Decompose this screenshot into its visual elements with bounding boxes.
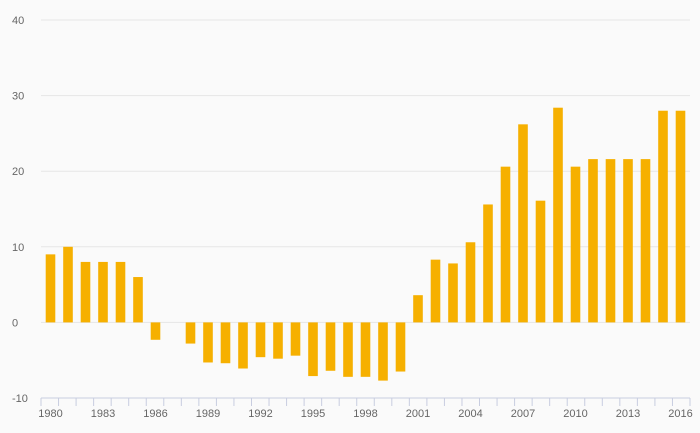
bar-1984 [115,261,126,323]
x-tick-label: 1986 [143,408,167,420]
bar-1981 [63,246,73,323]
x-tick-label: 1989 [196,408,220,420]
bar-2002 [430,259,441,323]
x-tick-label: 1983 [91,408,115,420]
bar-1990 [220,322,231,364]
x-tick-label: 2016 [668,408,692,420]
bar-2001 [413,295,423,323]
bar-2003 [448,263,458,323]
x-tick-label: 2007 [511,408,535,420]
x-tick-label: 2013 [616,408,640,420]
bar-1991 [238,322,248,369]
bar-2015 [658,110,668,323]
y-tick-label: 10 [12,242,24,254]
bar-1992 [255,322,266,358]
bar-1993 [273,322,283,359]
x-tick-label: 2004 [458,408,482,420]
y-tick-label: 40 [12,15,24,27]
bar-2010 [570,166,581,323]
x-tick-label: 2001 [406,408,430,420]
bar-2012 [605,159,616,323]
bar-2011 [588,159,598,323]
bar-2005 [483,204,493,323]
x-axis: 1980 1983 1986 1989 1992 1995 1998 2001 2004 2007… [38,397,693,420]
bar-2007 [518,124,528,323]
bar-2000 [395,322,406,372]
bar-1980 [45,254,56,323]
x-tick-label: 1995 [301,408,325,420]
bar-1994 [290,322,301,356]
bar-2004 [465,242,476,323]
y-tick-label: 0 [12,317,18,329]
x-tick-label: 1980 [38,408,62,420]
y-tick-label: 30 [12,91,24,103]
x-tick-label: 1998 [353,408,377,420]
bar-1995 [308,322,318,377]
y-tick-label: 20 [12,166,24,178]
y-tick-label: -10 [12,393,28,405]
bar-2008 [535,200,546,323]
y-axis: -10 0 10 20 30 40 [12,15,28,405]
bar-2006 [500,166,511,323]
gridlines [41,19,690,323]
bar-1988 [185,322,196,344]
bar-1998 [360,322,371,377]
x-tick-label: 2010 [563,408,587,420]
bar-1985 [133,277,143,323]
bar-1983 [98,261,108,323]
x-tick-label: 1992 [248,408,272,420]
bar-1999 [378,322,388,381]
bars [45,107,686,381]
bar-2014 [640,159,651,323]
bar-1989 [203,322,213,363]
bar-2009 [553,107,563,323]
bar-1997 [343,322,353,377]
bar-1982 [80,261,91,323]
bar-2013 [623,159,633,323]
bar-1996 [325,322,336,371]
bar-2016 [675,110,686,323]
bar-1986 [150,322,161,340]
